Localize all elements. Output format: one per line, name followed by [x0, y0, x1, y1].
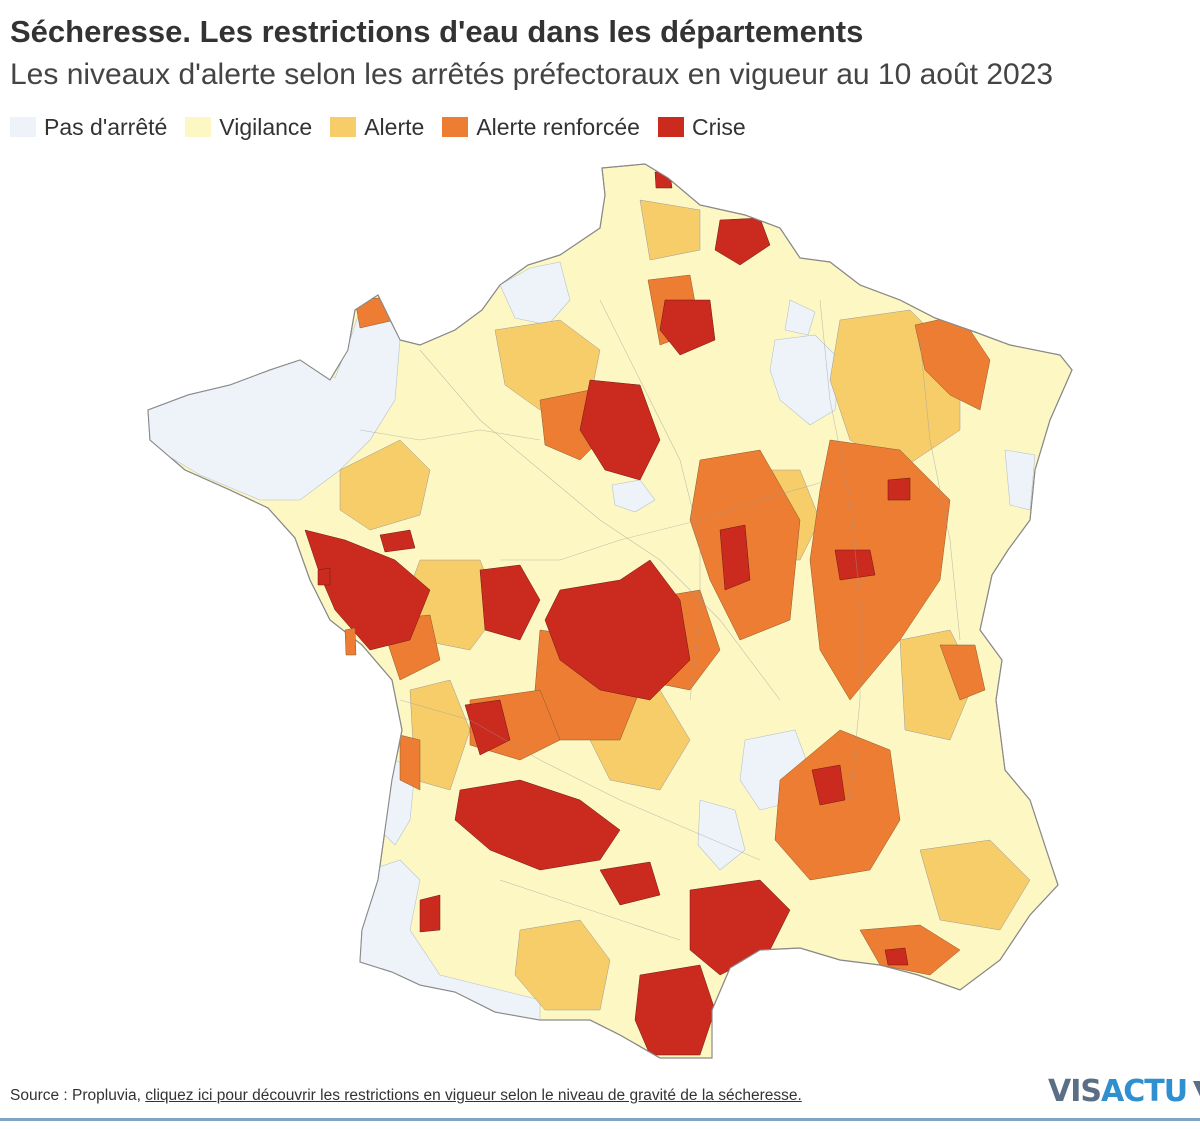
legend-item-crise: Crise: [657, 113, 746, 141]
zone-alerte-renforcee-savoie: [939, 644, 986, 701]
france-drought-map[interactable]: [110, 150, 1080, 1070]
zone-pas-d-arrete-grand-est-1: [784, 299, 816, 336]
zone-crise-indre: [479, 564, 541, 641]
bottom-rule: [0, 1118, 1200, 1121]
zone-crise-jura: [834, 549, 876, 581]
map-title: Sécheresse. Les restrictions d'eau dans …: [10, 14, 864, 49]
zone-crise-orleans: [579, 379, 661, 481]
legend-swatch: [330, 117, 357, 137]
legend-item-vigilance: Vigilance: [185, 114, 312, 141]
legend-swatch: [10, 117, 36, 137]
legend-item-alerte-renforcee: Alerte renforcée: [442, 114, 640, 141]
zone-crise-tarn: [599, 861, 661, 906]
zone-alerte-renforcee-rhone-alpes: [774, 729, 901, 881]
zone-pas-d-arrete-cantal: [697, 799, 746, 871]
ile-d-oleron: [344, 627, 357, 656]
legend-item-pas-d-arrete: Pas d'arrêté: [10, 114, 167, 141]
legend-label: Crise: [691, 113, 746, 140]
source-text: Source : Propluvia,: [10, 1087, 146, 1104]
zone-crise-charente-dordogne: [454, 779, 621, 871]
legend-swatch: [185, 117, 212, 137]
legend-label: Pas d'arrêté: [44, 113, 168, 140]
visactu-logo: VIS ACTU: [1048, 1072, 1200, 1112]
catchment-boundaries: [359, 299, 961, 941]
zone-crise-centre: [544, 559, 691, 701]
logo-text-actu: ACTU: [1101, 1074, 1188, 1109]
legend-swatch: [657, 117, 684, 137]
zone-crise-gironde-sud: [464, 699, 511, 756]
source-link[interactable]: cliquez ici pour découvrir les restricti…: [145, 1087, 802, 1104]
zone-pas-d-arrete-paris: [611, 479, 656, 513]
zone-crise-landes-est: [419, 894, 441, 933]
legend-label: Alerte renforcée: [476, 113, 640, 140]
zone-crise-pyrenees-orientales: [634, 964, 716, 1056]
visactu-logo-icon: [1193, 1081, 1200, 1097]
legend-swatch: [442, 117, 469, 137]
zone-alerte-renforcee-jura: [809, 439, 951, 701]
zone-alerte-provence: [919, 839, 1031, 931]
zone-alerte-bretagne-est: [339, 439, 431, 531]
zone-crise-drome: [811, 764, 846, 806]
legend-label: Vigilance: [219, 113, 313, 140]
zone-crise-nord: [654, 171, 673, 189]
zone-crise-vendee: [304, 529, 431, 651]
zone-alerte-pyrenees: [514, 919, 611, 1011]
ile-de-re: [317, 567, 331, 586]
logo-text-vis: VIS: [1048, 1074, 1102, 1109]
zone-pas-d-arrete-alsace: [1004, 449, 1036, 511]
zone-alerte-renforcee-gironde: [399, 734, 421, 791]
zone-crise-loire-atlantique: [379, 529, 416, 553]
zone-crise-var: [884, 947, 909, 966]
map-subtitle: Les niveaux d'alerte selon les arrêtés p…: [10, 58, 1054, 91]
zone-alerte-renforcee-provence: [859, 924, 961, 976]
france-coastline: [147, 163, 1073, 1059]
zone-alerte-nord: [639, 199, 701, 261]
legend-label: Alerte: [364, 113, 425, 140]
zone-pas-d-arrete-normandie: [499, 261, 571, 326]
legend: Pas d'arrêté Vigilance Alerte Alerte ren…: [10, 112, 764, 142]
zone-crise-champagne: [659, 299, 716, 356]
zone-pas-d-arrete-grand-est-2: [769, 334, 841, 426]
zone-crise-haute-marne: [887, 477, 911, 501]
source-footer: Source : Propluvia, cliquez ici pour déc…: [10, 1087, 802, 1105]
legend-item-alerte: Alerte: [330, 114, 424, 141]
zone-crise-bourgogne: [719, 524, 751, 591]
